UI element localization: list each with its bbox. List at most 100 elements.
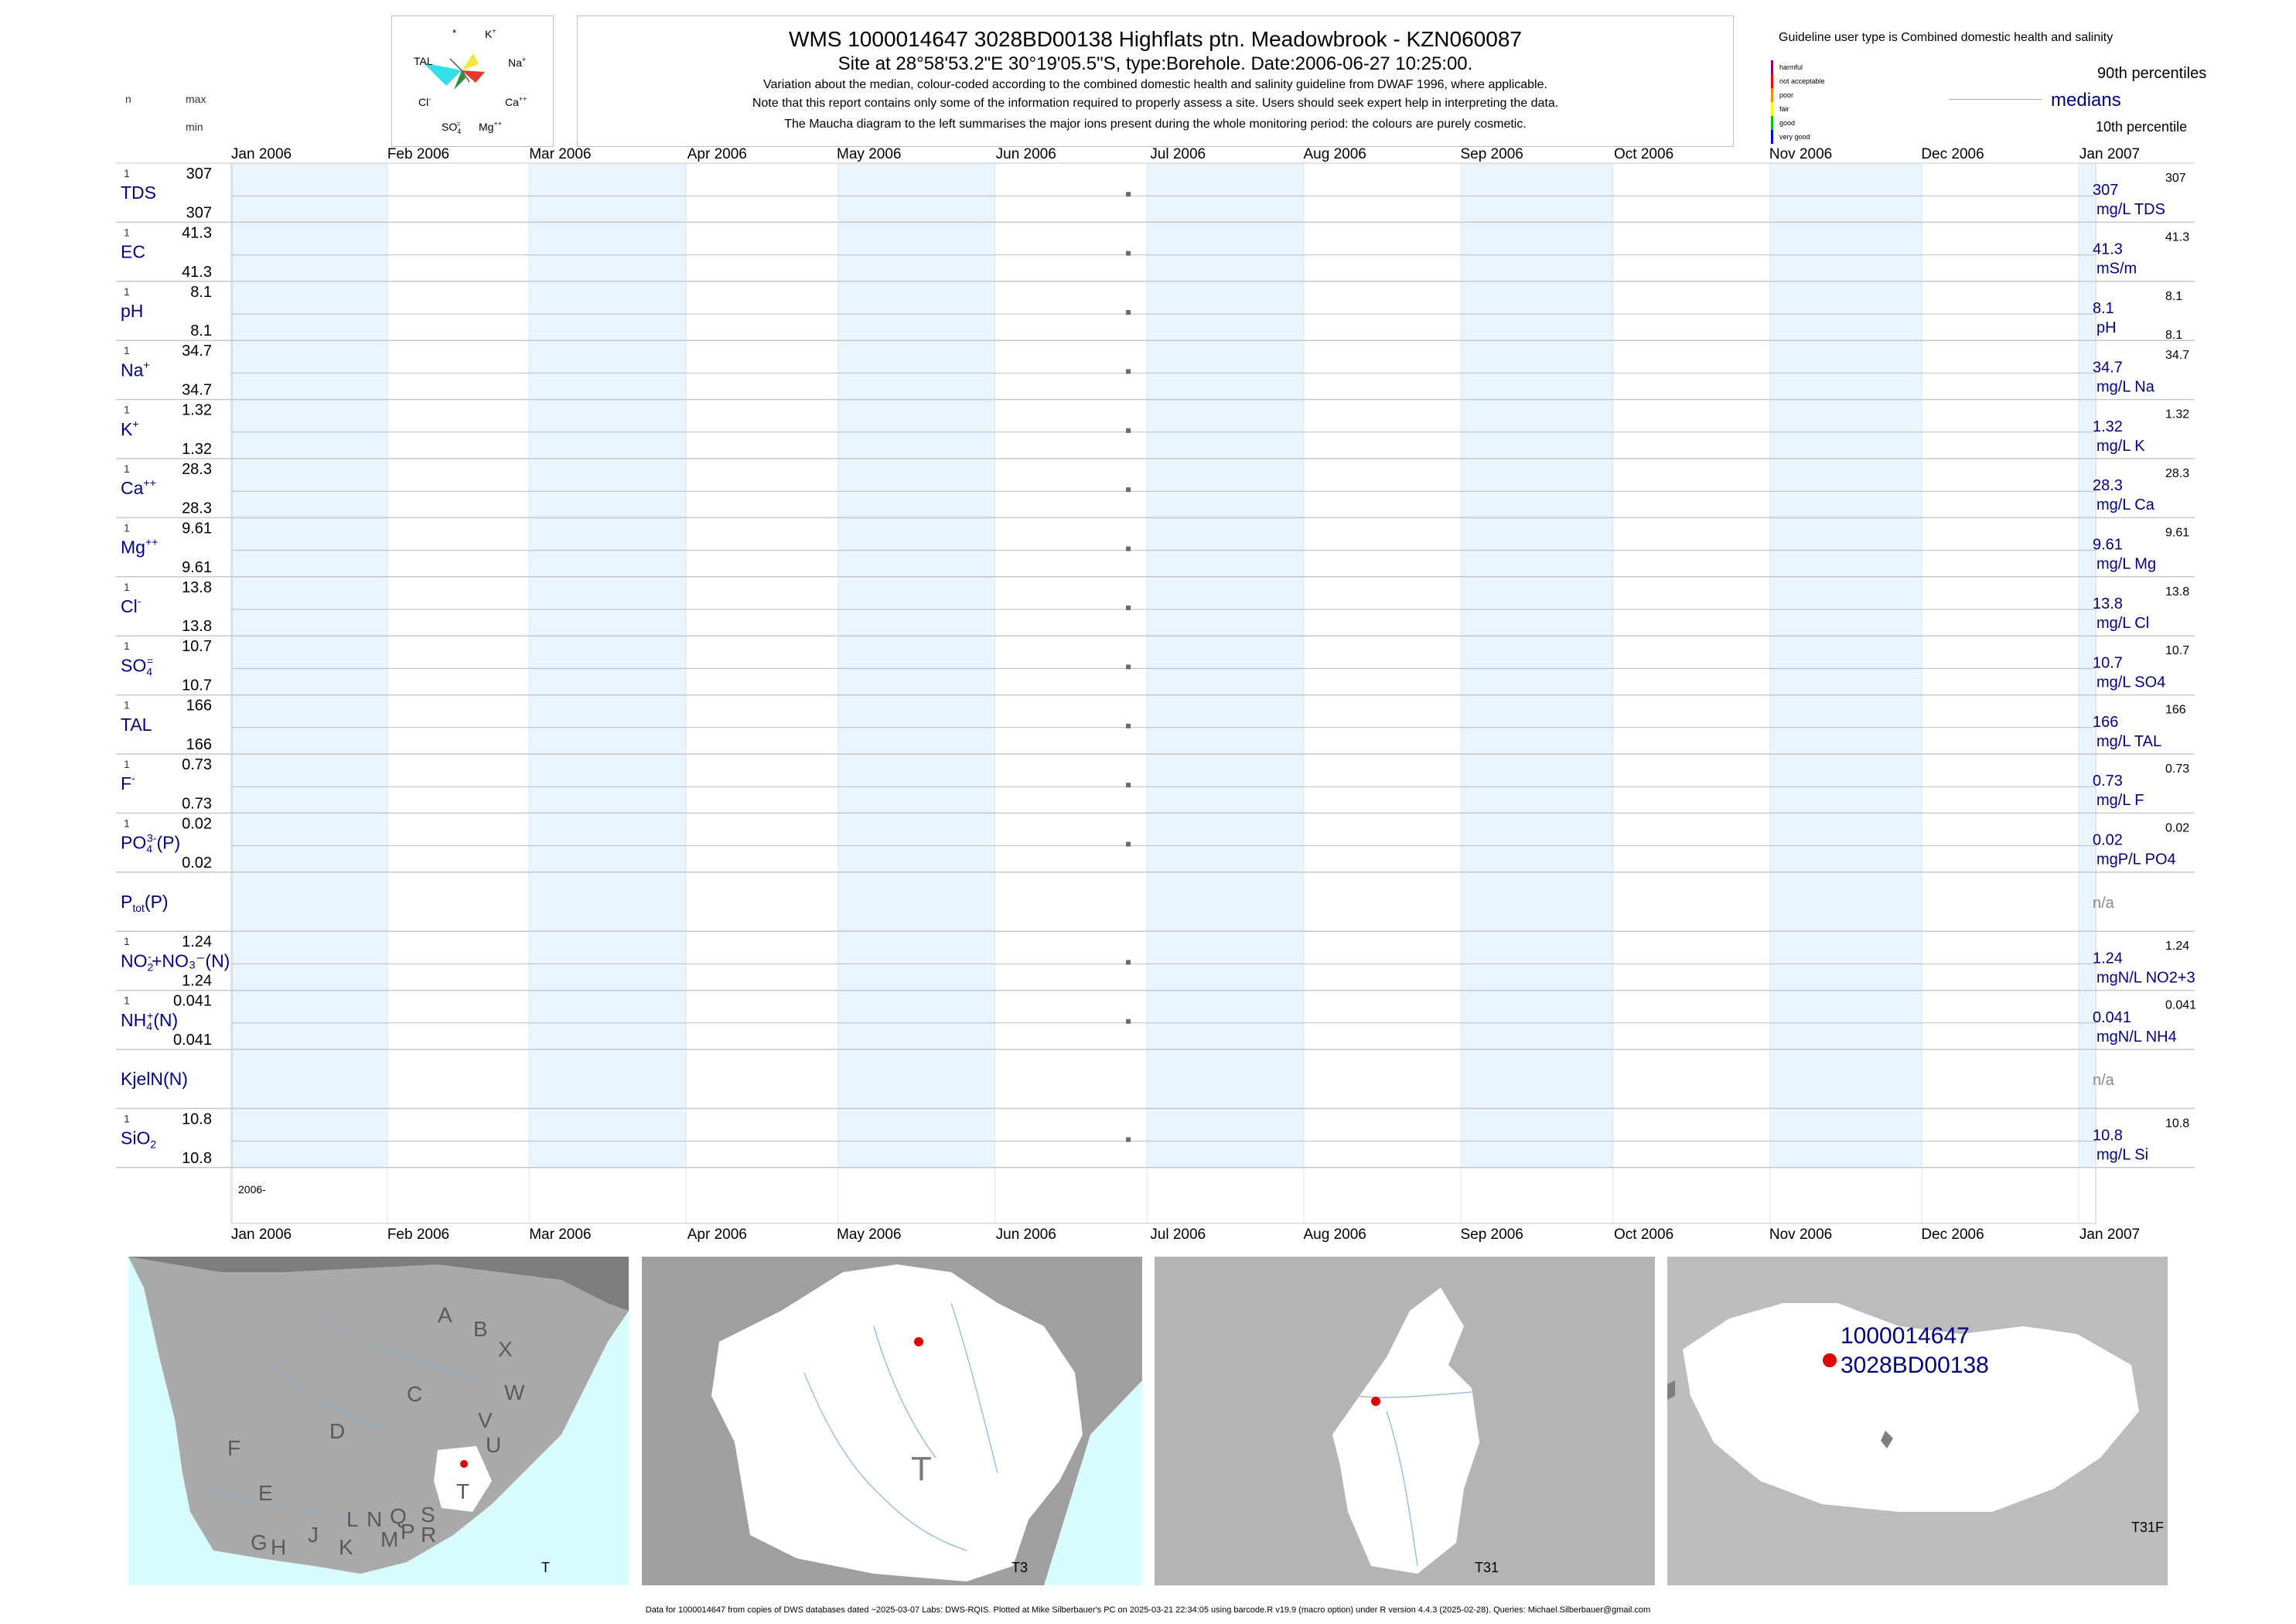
map-t-site-marker: [460, 1460, 468, 1468]
row-max: 9.61: [182, 520, 212, 537]
legend-class-swatch: [1771, 116, 1773, 130]
map-t3-sea: [1044, 1380, 1142, 1585]
guideline-legend: harmful not acceptable poor fair good very go…: [1771, 60, 1864, 145]
map-site-id: 1000014647: [1841, 1323, 1970, 1349]
map-t3-big-letter: T: [911, 1450, 932, 1488]
row-median: 166: [2093, 714, 2118, 731]
param-label-mg: Mg++: [121, 536, 158, 558]
row-unit: mgN/L NH4: [2096, 1029, 2177, 1046]
row-unit: pH: [2096, 319, 2117, 336]
row-n: 1: [124, 640, 130, 652]
row-n: 1: [124, 344, 130, 357]
param-label-no: NO2-+NO₃⁻(N): [121, 950, 230, 973]
data-point: [1125, 546, 1131, 551]
map-t31-rivers: [1355, 1391, 1472, 1567]
row-max: 13.8: [182, 579, 212, 596]
map-t31f-site-marker: [1823, 1353, 1837, 1367]
x-tick-label-bottom: May 2006: [837, 1227, 901, 1243]
row-min: 34.7: [182, 382, 212, 399]
param-label-po: PO43-(P): [121, 832, 180, 855]
row-median: 13.8: [2093, 595, 2123, 612]
row-median: 41.3: [2093, 241, 2123, 258]
row-min: 13.8: [182, 618, 212, 635]
map-region-W: W: [504, 1380, 525, 1404]
map-region-P: P: [401, 1520, 415, 1544]
month-band: [1769, 163, 1922, 1168]
map-t31-svg: [1332, 1288, 1479, 1574]
row-min: 1.24: [182, 973, 212, 990]
row-p90: 307: [2165, 172, 2186, 185]
maucha-ca-segment: [462, 70, 485, 83]
row-max: 8.1: [190, 284, 212, 301]
map-region-G: G: [251, 1530, 268, 1554]
row-median: 9.61: [2093, 537, 2123, 554]
row-median: 8.1: [2093, 300, 2114, 317]
legend-class-swatch: [1771, 130, 1773, 144]
map-t31-site-marker: [1371, 1397, 1380, 1406]
data-point: [1125, 251, 1131, 256]
row-p90: 10.7: [2165, 644, 2189, 657]
row-min: 28.3: [182, 500, 212, 517]
data-point: [1125, 664, 1131, 670]
row-unit: mgN/L NO2+3: [2096, 969, 2195, 986]
map-northern-land: [128, 1257, 629, 1311]
map-region-D: D: [329, 1419, 346, 1443]
row-n: 1: [124, 404, 130, 416]
row-min: 1.32: [182, 441, 212, 458]
x-tick-label-bottom: Dec 2006: [1921, 1227, 1984, 1243]
maucha-mg-segment: [454, 70, 466, 90]
legend-class-swatch: [1771, 88, 1773, 102]
map-t-svg: [128, 1257, 629, 1574]
data-point: [1125, 310, 1131, 315]
maucha-label-cl: Cl-: [418, 95, 431, 108]
x-tick-label-top: Jun 2006: [996, 146, 1056, 162]
row-min: 41.3: [182, 264, 212, 281]
map-region-K: K: [339, 1535, 353, 1559]
legend-class-label: very good: [1779, 133, 1810, 141]
x-tick-label-top: Oct 2006: [1614, 146, 1673, 162]
row-median-na: n/a: [2093, 895, 2115, 912]
row-unit: mg/L K: [2096, 438, 2145, 455]
x-tick-label-bottom: Mar 2006: [529, 1227, 591, 1243]
map-region-E: E: [258, 1481, 273, 1505]
row-n: 1: [124, 995, 130, 1007]
row-min: 0.02: [182, 855, 212, 872]
map-t31f: 1000014647 3028BD00138 T31F: [1667, 1257, 2168, 1585]
data-point: [1125, 783, 1131, 788]
row-median: 34.7: [2093, 359, 2123, 376]
row-p90: 10.8: [2165, 1117, 2189, 1130]
map-region-N: N: [367, 1507, 383, 1531]
row-unit: mg/L Cl: [2096, 615, 2149, 632]
x-tick-label-bottom: Aug 2006: [1303, 1227, 1366, 1243]
x-tick-label-bottom: Feb 2006: [387, 1227, 449, 1243]
param-label-k: K+: [121, 418, 139, 439]
row-median: 28.3: [2093, 477, 2123, 494]
legend-class-label: harmful: [1779, 63, 1803, 71]
data-point: [1125, 1018, 1131, 1024]
x-tick-label-top: Feb 2006: [387, 146, 449, 162]
data-point: [1125, 192, 1131, 197]
x-tick-label-top: Jul 2006: [1150, 146, 1206, 162]
data-point: [1125, 723, 1131, 728]
map-region-U: U: [486, 1433, 502, 1457]
row-n: 1: [124, 285, 130, 298]
row-max: 1.24: [182, 933, 212, 950]
row-unit: mg/L TAL: [2096, 733, 2161, 750]
data-point: [1125, 960, 1131, 965]
page-subtitle: Site at 28°58'53.2"E 30°19'05.5"S, type:…: [838, 53, 1473, 74]
row-max: 34.7: [182, 343, 212, 360]
row-p90: 1.32: [2165, 408, 2189, 421]
legend-class-label: good: [1779, 119, 1796, 127]
param-label-ph: pH: [121, 301, 143, 321]
row-p90: 13.8: [2165, 585, 2189, 599]
row-p90: 0.041: [2165, 999, 2196, 1012]
data-point: [1125, 487, 1131, 493]
legend-class-very-good: very good: [1771, 130, 1810, 144]
param-label-nh: NH4+(N): [121, 1009, 178, 1032]
x-tick-label-bottom: Jul 2006: [1150, 1227, 1206, 1243]
row-unit: mgP/L PO4: [2096, 851, 2176, 868]
row-unit: mg/L F: [2096, 792, 2144, 809]
row-median: 0.73: [2093, 773, 2123, 790]
legend-class-label: not acceptable: [1779, 77, 1825, 85]
map-region-H: H: [271, 1535, 287, 1559]
